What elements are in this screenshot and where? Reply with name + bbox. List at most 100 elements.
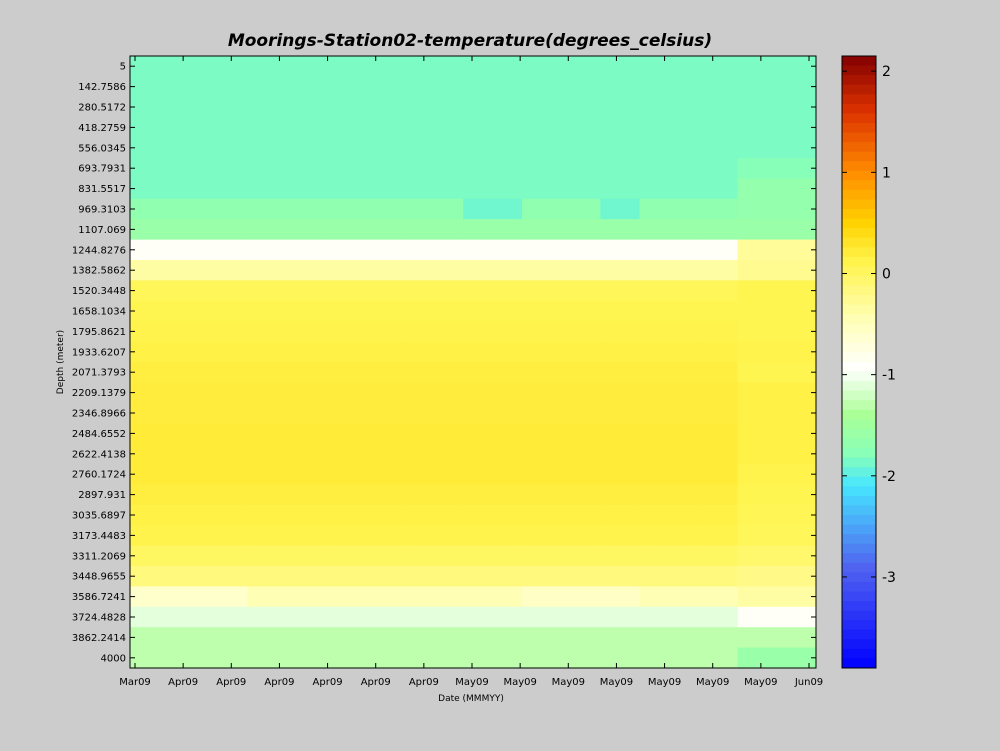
heatmap-cell <box>639 647 699 669</box>
heatmap-cell <box>698 566 739 587</box>
heatmap-cell <box>404 402 464 424</box>
heatmap-cell <box>698 219 739 241</box>
heatmap-cell <box>639 56 699 77</box>
y-tick-label: 3586.7241 <box>72 592 126 603</box>
x-tick-label: Apr09 <box>264 677 294 688</box>
heatmap-cell <box>600 443 641 465</box>
heatmap-cell <box>247 280 327 302</box>
y-tick-label: 3311.2069 <box>72 551 126 562</box>
y-tick-label: 2071.3793 <box>72 368 126 379</box>
heatmap-cell <box>698 464 739 485</box>
x-tick-label: Apr09 <box>313 677 343 688</box>
heatmap-cell <box>698 484 739 506</box>
heatmap-cell <box>404 627 464 649</box>
heatmap-cell <box>737 76 817 98</box>
heatmap-cell <box>522 198 601 220</box>
y-tick-label: 1244.8276 <box>72 245 126 256</box>
heatmap-cell <box>522 362 601 383</box>
x-tick-label: Apr09 <box>216 677 246 688</box>
colorbar-swatch <box>842 534 876 545</box>
x-tick-label: May09 <box>696 677 729 688</box>
heatmap-cell <box>737 341 817 363</box>
heatmap-cell <box>737 239 817 261</box>
heatmap-cell <box>737 96 817 118</box>
colorbar-swatch <box>842 390 876 401</box>
heatmap-cell <box>639 239 699 261</box>
heatmap-cell <box>522 423 601 445</box>
heatmap-cell <box>639 606 699 628</box>
y-tick-label: 2209.1379 <box>72 388 126 399</box>
colorbar-swatch <box>842 371 876 382</box>
y-tick-label: 3862.2414 <box>72 633 126 644</box>
heatmap-cell <box>737 280 817 302</box>
heatmap-cell <box>130 566 249 587</box>
colorbar-swatch <box>842 658 876 669</box>
y-tick-label: 831.5517 <box>78 184 126 195</box>
heatmap-cell <box>326 56 405 77</box>
colorbar-swatch <box>842 505 876 516</box>
heatmap-cell <box>737 586 817 608</box>
heatmap-cell <box>326 402 405 424</box>
heatmap-cell <box>326 484 405 506</box>
colorbar-swatch <box>842 524 876 535</box>
y-tick-label: 3035.6897 <box>72 511 126 522</box>
heatmap-cell <box>404 96 464 118</box>
x-tick-label: May09 <box>503 677 536 688</box>
heatmap-cell <box>326 362 405 383</box>
colorbar-swatch <box>842 122 876 133</box>
heatmap-cell <box>737 198 817 220</box>
colorbar-swatch <box>842 56 876 67</box>
heatmap-cell <box>247 443 327 465</box>
heatmap-cell <box>130 198 249 220</box>
heatmap-cell <box>522 321 601 343</box>
colorbar-swatch <box>842 151 876 162</box>
heatmap-cell <box>247 76 327 98</box>
colorbar-swatch <box>842 266 876 277</box>
colorbar-swatch <box>842 103 876 114</box>
x-tick-label: May09 <box>600 677 633 688</box>
x-tick-label: Apr09 <box>168 677 198 688</box>
heatmap-cell <box>404 566 464 587</box>
heatmap-cell <box>639 178 699 200</box>
heatmap-cell <box>522 484 601 506</box>
heatmap-cell <box>247 96 327 118</box>
heatmap-cell <box>404 484 464 506</box>
colorbar-swatch <box>842 639 876 650</box>
y-axis-label: Depth (meter) <box>56 330 66 394</box>
heatmap-cell <box>522 525 601 547</box>
heatmap-cell <box>639 158 699 179</box>
heatmap-cell <box>600 219 641 241</box>
colorbar-swatch <box>842 209 876 220</box>
heatmap-cell <box>247 423 327 445</box>
colorbar-swatch <box>842 486 876 497</box>
heatmap-cell <box>463 96 523 118</box>
colorbar-swatch <box>842 400 876 411</box>
heatmap-cell <box>326 647 405 669</box>
heatmap-cell <box>130 504 249 526</box>
heatmap-cell <box>404 117 464 139</box>
heatmap-cell <box>463 606 523 628</box>
heatmap-cell <box>698 260 739 281</box>
colorbar-swatch <box>842 352 876 363</box>
heatmap-cell <box>463 586 523 608</box>
colorbar-swatch <box>842 629 876 640</box>
heatmap-cell <box>463 260 523 281</box>
heatmap-cell <box>130 647 249 669</box>
heatmap-cell <box>247 382 327 404</box>
heatmap-cell <box>404 341 464 363</box>
heatmap-cell <box>698 402 739 424</box>
heatmap-cell <box>698 178 739 200</box>
y-tick-label: 1107.069 <box>78 225 126 236</box>
heatmap-cell <box>404 525 464 547</box>
heatmap-cell <box>600 280 641 302</box>
heatmap-cell <box>404 260 464 281</box>
heatmap-cell <box>737 219 817 241</box>
y-tick-label: 142.7586 <box>78 82 126 93</box>
heatmap-cell <box>522 300 601 322</box>
heatmap-cell <box>463 137 523 159</box>
heatmap-cell <box>737 647 817 669</box>
heatmap-cell <box>463 300 523 322</box>
heatmap-cell <box>600 117 641 139</box>
colorbar-swatch <box>842 142 876 153</box>
heatmap-cell <box>737 158 817 179</box>
